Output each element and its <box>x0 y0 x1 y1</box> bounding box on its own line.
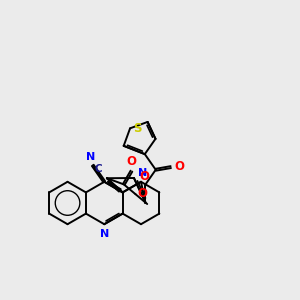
Text: N: N <box>100 229 109 238</box>
Text: N: N <box>86 152 95 162</box>
Text: N: N <box>138 168 147 178</box>
Text: O: O <box>126 154 136 168</box>
Text: O: O <box>138 187 148 200</box>
Text: O: O <box>140 170 150 183</box>
Text: O: O <box>174 160 184 173</box>
Text: C: C <box>94 164 102 174</box>
Text: S: S <box>134 122 142 135</box>
